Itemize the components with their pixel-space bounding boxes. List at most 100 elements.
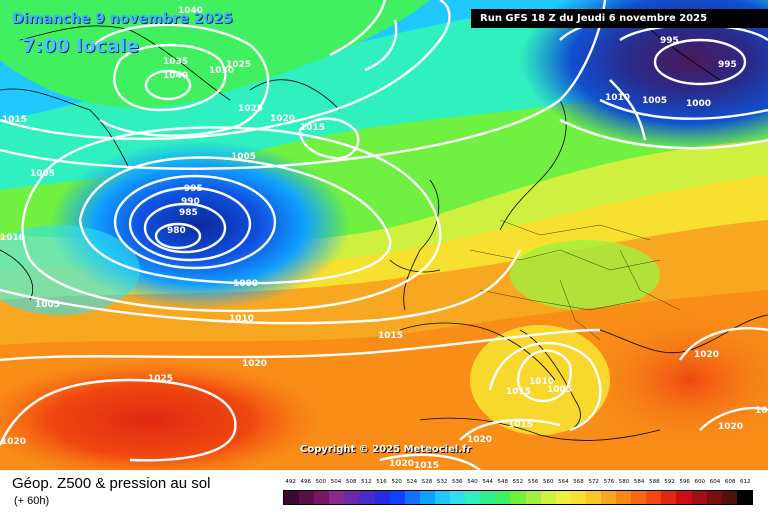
isobar-label: 1025 — [238, 104, 263, 114]
scale-value-label: 576 — [603, 479, 615, 485]
isobar-label: 1015 — [506, 387, 531, 397]
isobar-label: 980 — [167, 226, 186, 236]
isobar-label: 1015 — [755, 406, 768, 416]
color-scale-labels: 492 496 500 504 508 512 516 520 524 528 532 536 540 5… — [283, 479, 753, 488]
scale-color-swatch — [284, 491, 300, 504]
isobar-label: 1040 — [178, 6, 203, 16]
scale-value-label: 612 — [740, 479, 751, 485]
scale-color-swatch — [570, 491, 586, 504]
isobar-labels: 1040 1035 1040 1030 1025 1015 1025 1020 … — [0, 6, 768, 470]
band-top-green — [0, 0, 430, 108]
scale-color-swatch — [495, 491, 511, 504]
scale-value-label: 568 — [573, 479, 584, 485]
scale-color-swatch — [510, 491, 526, 504]
legend-title: Géop. Z500 & pression au sol — [12, 475, 211, 492]
isobar-label: 1035 — [163, 57, 188, 67]
scale-value-label: 516 — [376, 479, 387, 485]
scale-color-swatch — [314, 491, 330, 504]
scale-color-swatch — [706, 491, 722, 504]
scale-value-label: 604 — [709, 479, 721, 485]
isobar-label: 1020 — [242, 359, 267, 369]
scale-value-label: 580 — [618, 479, 630, 485]
scale-value-label: 564 — [558, 479, 569, 485]
isobar-label: 1010 — [605, 93, 630, 103]
scale-value-label: 608 — [724, 479, 736, 485]
scale-color-swatch — [555, 491, 571, 504]
scale-value-label: 496 — [300, 479, 311, 485]
scale-value-label: 552 — [512, 479, 524, 485]
isobar-label: 1005 — [30, 169, 55, 179]
scale-value-label: 600 — [694, 479, 706, 485]
scale-color-swatch — [299, 491, 315, 504]
isobar-label: 1020 — [694, 350, 719, 360]
scale-value-label: 544 — [482, 479, 493, 485]
scale-value-label: 560 — [542, 479, 554, 485]
scale-color-swatch — [600, 491, 617, 504]
scale-value-label: 508 — [345, 479, 357, 485]
isobar-label: 1010 — [0, 233, 25, 243]
scale-color-swatch — [676, 491, 692, 504]
isobar-label: 995 — [184, 184, 203, 194]
scale-value-label: 596 — [679, 479, 690, 485]
scale-color-swatch — [359, 491, 375, 504]
scale-color-swatch — [404, 491, 420, 504]
scale-color-swatch — [419, 491, 435, 504]
isobar-label: 1025 — [226, 60, 251, 70]
isobar-label: 1020 — [270, 114, 295, 124]
isobar-label: 1010 — [529, 377, 554, 387]
isobar-label: 1005 — [547, 385, 572, 395]
legend-footer: Géop. Z500 & pression au sol (+ 60h) 492… — [0, 470, 768, 512]
scale-color-swatch — [631, 491, 647, 504]
weather-map: 1040 1035 1040 1030 1025 1015 1025 1020 … — [0, 0, 768, 470]
scale-value-label: 492 — [285, 479, 296, 485]
isobar-label: 1015 — [378, 331, 403, 341]
scale-color-swatch — [661, 491, 677, 504]
isobar-label: 1015 — [414, 461, 439, 470]
isobar-label: 1015 — [508, 420, 533, 430]
isobar-label: 1000 — [686, 99, 711, 109]
coastlines — [0, 19, 768, 441]
scale-color-swatch — [736, 491, 752, 504]
scale-color-swatch — [450, 491, 466, 504]
isobar-label: 1005 — [231, 152, 256, 162]
scale-value-label: 584 — [633, 479, 645, 485]
forecast-date-title: Dimanche 9 novembre 2025 — [12, 11, 233, 27]
scale-color-swatch — [525, 491, 541, 504]
scale-value-label: 548 — [497, 479, 509, 485]
scale-value-label: 528 — [421, 479, 433, 485]
scale-value-label: 536 — [452, 479, 463, 485]
scale-color-swatch — [329, 491, 345, 504]
run-info-banner: Run GFS 18 Z du Jeudi 6 novembre 2025 — [471, 9, 768, 28]
isobar-label: 985 — [179, 208, 198, 218]
isobar-label: 995 — [718, 60, 737, 70]
isobar-label: 1015 — [2, 115, 27, 125]
scale-color-swatch — [480, 491, 496, 504]
forecast-time-title: 7:00 locale — [22, 35, 139, 57]
color-scale-bar — [283, 490, 753, 505]
scale-value-label: 520 — [391, 479, 402, 485]
scale-color-swatch — [434, 491, 451, 504]
scale-color-swatch — [616, 491, 632, 504]
scale-color-swatch — [721, 491, 737, 504]
isobar-label: 1020 — [389, 459, 414, 469]
scale-value-label: 500 — [315, 479, 327, 485]
legend-subtitle: (+ 60h) — [14, 495, 50, 507]
isobar-label: 1015 — [300, 123, 325, 133]
scale-color-swatch — [540, 491, 556, 504]
scale-value-label: 540 — [467, 479, 478, 485]
color-scale: 492 496 500 504 508 512 516 520 524 528 532 536 540 5… — [283, 479, 753, 505]
map-canvas: 1040 1035 1040 1030 1025 1015 1025 1020 … — [0, 0, 768, 470]
scale-color-swatch — [389, 491, 405, 504]
scale-color-swatch — [691, 491, 707, 504]
scale-value-label: 504 — [330, 479, 342, 485]
scale-value-label: 524 — [406, 479, 418, 485]
scale-value-label: 532 — [436, 479, 448, 485]
isobar-label: 1020 — [718, 422, 743, 432]
scale-value-label: 572 — [588, 479, 599, 485]
isobars — [0, 0, 768, 470]
scale-color-swatch — [374, 491, 390, 504]
scale-color-swatch — [646, 491, 662, 504]
scale-color-swatch — [585, 491, 601, 504]
isobar-label: 990 — [181, 197, 200, 207]
isobar-label: 1005 — [35, 300, 60, 310]
